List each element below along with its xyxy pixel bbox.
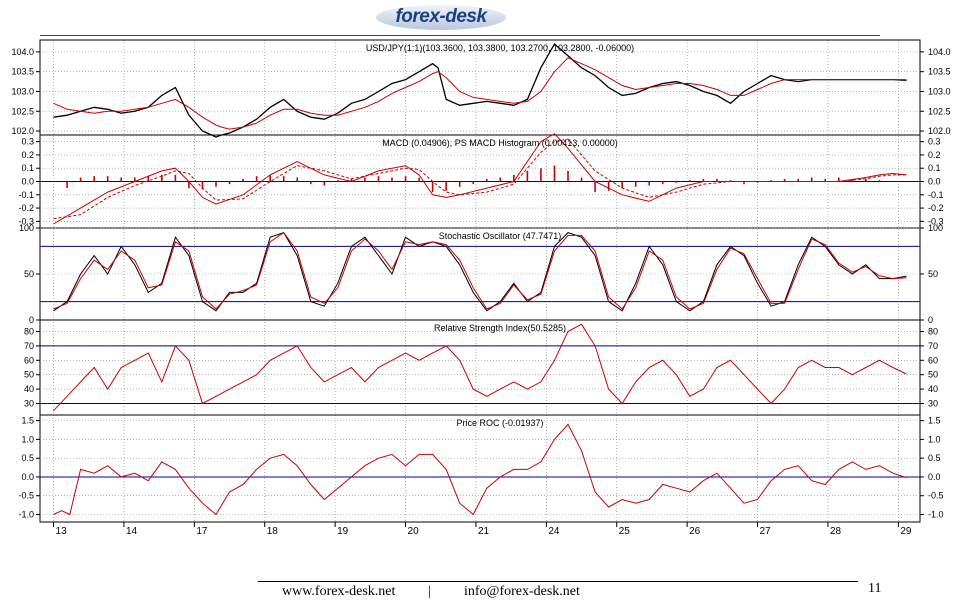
- y-tick-label-left: 104.0: [11, 47, 34, 57]
- panel-title: USD/JPY(1:1)(103.3600, 103.3800, 103.270…: [366, 43, 634, 53]
- x-tick-label: 24: [548, 526, 560, 537]
- y-tick-label-left: 30: [24, 398, 34, 408]
- y-tick-label-right: -1.0: [928, 509, 944, 519]
- y-tick-label-right: -0.5: [928, 491, 944, 501]
- y-tick-label-left: 0.1: [21, 163, 34, 173]
- y-tick-label-left: 0.0: [21, 177, 34, 187]
- y-tick-label-right: 50: [928, 269, 938, 279]
- y-tick-label-right: 60: [928, 355, 938, 365]
- y-tick-label-left: -0.2: [18, 203, 34, 213]
- y-tick-label-left: -0.1: [18, 190, 34, 200]
- y-tick-label-left: 0.2: [21, 150, 34, 160]
- panel-title: Price ROC (-0.01937): [456, 418, 543, 428]
- footer-website-link[interactable]: www.forex-desk.net: [282, 584, 396, 599]
- y-tick-label-left: 100: [19, 223, 34, 233]
- y-tick-label-right: 70: [928, 341, 938, 351]
- y-tick-label-right: 1.5: [928, 416, 941, 426]
- y-tick-label-left: 102.5: [11, 106, 34, 116]
- footer-rule: [258, 581, 858, 582]
- y-tick-label-left: 1.0: [21, 434, 34, 444]
- x-tick-label: 27: [760, 526, 772, 537]
- y-tick-label-right: 102.0: [928, 126, 951, 136]
- panel-title: Relative Strength Index(50.5285): [434, 323, 566, 333]
- y-tick-label-left: 0.0: [21, 472, 34, 482]
- technical-chart: 104.0 104.0 103.5 103.5 103.0 103.0 102.5 102.5…: [11, 39, 951, 537]
- y-tick-label-right: -0.2: [928, 203, 944, 213]
- x-tick-label: 21: [478, 526, 490, 537]
- footer-separator: |: [428, 584, 431, 599]
- series-line-D: [53, 231, 907, 310]
- y-tick-label-right: -0.1: [928, 190, 944, 200]
- y-tick-label-right: 100: [928, 223, 943, 233]
- x-tick-label: 18: [267, 526, 279, 537]
- y-tick-label-left: 103.0: [11, 86, 34, 96]
- y-tick-label-right: 0.0: [928, 472, 941, 482]
- y-tick-label-left: -0.3: [18, 216, 34, 226]
- y-tick-label-left: 50: [24, 370, 34, 380]
- series-line-moving-average: [53, 57, 907, 130]
- x-tick-label: 14: [126, 526, 138, 537]
- y-tick-label-right: 30: [928, 398, 938, 408]
- y-tick-label-right: 0.3: [928, 137, 941, 147]
- y-tick-label-right: 0.2: [928, 150, 941, 160]
- x-tick-label: 28: [830, 526, 842, 537]
- y-tick-label-left: 50: [24, 269, 34, 279]
- series-line-K: [53, 231, 907, 312]
- series-line-price: [53, 42, 907, 138]
- y-tick-label-left: 0.3: [21, 137, 34, 147]
- y-tick-label-right: 104.0: [928, 47, 951, 57]
- y-tick-label-left: 70: [24, 341, 34, 351]
- y-tick-label-left: -1.0: [18, 509, 34, 519]
- x-tick-label: 25: [619, 526, 631, 537]
- y-tick-label-right: 40: [928, 384, 938, 394]
- series-line-rsi: [53, 323, 907, 412]
- y-tick-label-left: 103.5: [11, 67, 34, 77]
- y-tick-label-right: 0.5: [928, 453, 941, 463]
- x-tick-label: 19: [337, 526, 349, 537]
- y-tick-label-right: 103.5: [928, 67, 951, 77]
- footer: www.forex-desk.net | info@forex-desk.net…: [0, 581, 960, 600]
- page-number: 11: [868, 581, 882, 596]
- x-tick-label: 29: [900, 526, 912, 537]
- y-tick-label-right: 50: [928, 370, 938, 380]
- series-line-roc: [53, 423, 907, 516]
- y-tick-label-left: 102.0: [11, 126, 34, 136]
- panel-frame: [39, 319, 921, 416]
- y-tick-label-right: 0: [928, 315, 933, 325]
- y-tick-label-right: 80: [928, 327, 938, 337]
- y-tick-label-right: 0.0: [928, 177, 941, 187]
- y-tick-label-left: 0.5: [21, 453, 34, 463]
- panel-title: MACD (0.04906), PS MACD Histogram (0.004…: [382, 138, 618, 148]
- y-tick-label-right: -0.3: [928, 216, 944, 226]
- panel-title: Stochastic Oscillator (47.7471): [439, 231, 562, 241]
- header-rule: [40, 35, 880, 36]
- y-tick-label-right: 103.0: [928, 86, 951, 96]
- x-tick-label: 17: [196, 526, 208, 537]
- y-tick-label-right: 102.5: [928, 106, 951, 116]
- y-tick-label-right: 0.1: [928, 163, 941, 173]
- panel-frame: [39, 414, 921, 523]
- x-tick-label: 26: [689, 526, 701, 537]
- series-line-signal: [53, 138, 907, 220]
- y-tick-label-left: 80: [24, 327, 34, 337]
- y-tick-label-left: 60: [24, 355, 34, 365]
- y-tick-label-left: 0: [29, 315, 34, 325]
- y-tick-label-left: 40: [24, 384, 34, 394]
- x-tick-label: 13: [56, 526, 68, 537]
- y-tick-label-right: 1.0: [928, 434, 941, 444]
- panel-frame: [39, 39, 921, 136]
- x-tick-label: 20: [408, 526, 420, 537]
- y-tick-label-left: -0.5: [18, 491, 34, 501]
- forex-desk-logo: forex-desk: [376, 5, 506, 30]
- y-tick-label-left: 1.5: [21, 416, 34, 426]
- footer-email-link[interactable]: info@forex-desk.net: [464, 584, 580, 599]
